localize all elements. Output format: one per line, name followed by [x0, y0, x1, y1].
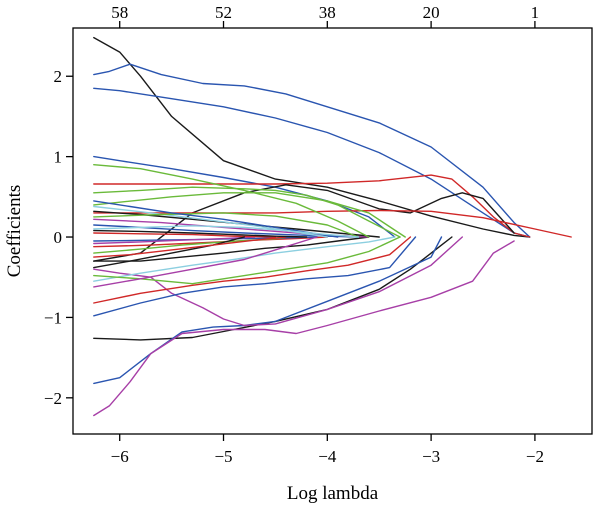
coefficient-path-12	[93, 240, 515, 417]
coefficient-path-13	[93, 236, 463, 327]
x-tick-label: −4	[318, 447, 337, 466]
x-axis-title: Log lambda	[287, 483, 379, 504]
top-tick-label: 52	[215, 3, 232, 22]
coefficient-path-18	[93, 236, 370, 262]
coefficient-path-35	[93, 229, 308, 238]
coefficient-path-8	[93, 186, 401, 238]
coefficient-path-32	[93, 236, 318, 288]
x-tick-label: −2	[526, 447, 544, 466]
plot-frame	[72, 27, 593, 435]
top-tick-label: 20	[423, 3, 440, 22]
x-tick-label: −5	[214, 447, 232, 466]
y-tick-label: −1	[44, 308, 62, 327]
y-tick-label: 2	[54, 67, 63, 86]
coefficient-path-11	[93, 236, 443, 385]
coefficient-path-34	[93, 164, 370, 238]
coefficient-path-14	[93, 236, 417, 317]
coefficient-path-15	[93, 236, 412, 304]
top-tick-label: 58	[111, 3, 128, 22]
series-layer	[93, 36, 572, 417]
coefficient-path-33	[93, 225, 360, 238]
top-tick-label: 38	[319, 3, 336, 22]
coefficient-path-2	[93, 63, 531, 238]
x-tick-label: −3	[422, 447, 440, 466]
y-tick-label: 0	[54, 228, 63, 247]
coefficient-path-4	[93, 155, 396, 238]
coefficient-path-28	[93, 236, 245, 269]
y-axis-title: Coefficients	[4, 185, 25, 278]
coefficient-path-27	[93, 232, 277, 238]
y-tick-label: −2	[44, 389, 62, 408]
coefficient-path-1	[93, 36, 531, 238]
coefficient-path-9	[93, 192, 406, 238]
coefficient-path-6	[93, 184, 515, 262]
top-tick-label: 1	[531, 3, 540, 22]
coefficient-path-17	[93, 236, 401, 285]
coefficient-path-29	[93, 212, 360, 238]
axes: −6 −5 −4 −3 −2 58 52 38 20 1 −2 −1 0 1 2	[44, 3, 544, 466]
x-tick-label: −6	[111, 447, 129, 466]
coefficient-path-26	[93, 236, 256, 245]
coefficient-path-10	[93, 236, 453, 341]
coefficient-path-23	[93, 205, 328, 238]
y-tick-label: 1	[54, 148, 63, 167]
coefficient-path-31	[93, 236, 287, 258]
